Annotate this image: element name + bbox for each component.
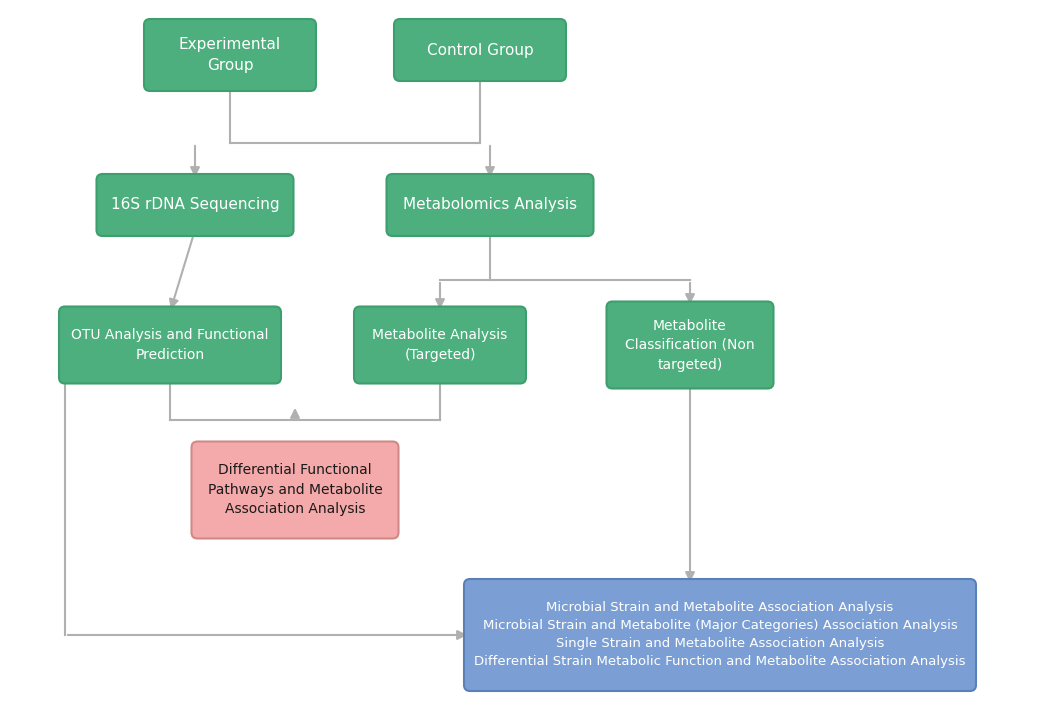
Text: 16S rDNA Sequencing: 16S rDNA Sequencing [110,197,280,212]
FancyBboxPatch shape [191,441,398,538]
Text: Microbial Strain and Metabolite Association Analysis
Microbial Strain and Metabo: Microbial Strain and Metabolite Associat… [474,601,966,669]
FancyBboxPatch shape [59,307,281,383]
Text: Experimental
Group: Experimental Group [179,37,281,73]
Text: Metabolomics Analysis: Metabolomics Analysis [402,197,577,212]
FancyBboxPatch shape [464,579,976,691]
Text: Control Group: Control Group [426,42,534,57]
FancyBboxPatch shape [97,174,293,236]
FancyBboxPatch shape [606,302,774,388]
Text: OTU Analysis and Functional
Prediction: OTU Analysis and Functional Prediction [72,328,268,362]
Text: Metabolite Analysis
(Targeted): Metabolite Analysis (Targeted) [372,328,508,362]
FancyBboxPatch shape [144,19,316,91]
FancyBboxPatch shape [394,19,566,81]
FancyBboxPatch shape [354,307,526,383]
Text: Differential Functional
Pathways and Metabolite
Association Analysis: Differential Functional Pathways and Met… [208,463,383,516]
Text: Metabolite
Classification (Non
targeted): Metabolite Classification (Non targeted) [625,318,755,372]
FancyBboxPatch shape [387,174,594,236]
